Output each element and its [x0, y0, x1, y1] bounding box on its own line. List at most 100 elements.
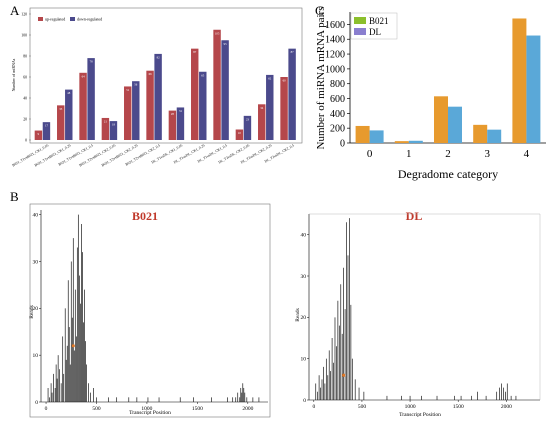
panel-a-bar: [176, 107, 185, 140]
b021-title: B021: [132, 209, 158, 223]
panel-a-bar: [258, 104, 266, 140]
panel-c-y-tick-label: 400: [330, 109, 345, 120]
panel-c-x-tick-label: 0: [367, 148, 373, 160]
b021-x-tick-label: 1500: [192, 406, 203, 412]
panel-a-y-tick-label: 40: [23, 96, 27, 100]
panel-a-bar: [109, 121, 118, 140]
dl-title: DL: [406, 209, 423, 223]
panel-c-x-tick-label: 3: [484, 148, 490, 160]
panel-c-bar: [526, 35, 541, 143]
panel-c-y-tick-label: 1600: [325, 20, 345, 31]
panel-a-y-tick-label: 60: [23, 75, 27, 79]
panel-letter-b: B: [10, 189, 19, 204]
panel-a-legend: up-regulated down-regulated: [38, 17, 102, 22]
b021-y-tick-label: 0: [35, 400, 38, 406]
panel-a-bar-value: 87: [193, 50, 197, 54]
panel-c-bar: [369, 130, 384, 143]
dl-x-tick-label: 1500: [453, 404, 464, 410]
b021-y-tick-label: 40: [33, 212, 39, 218]
panel-c-y-tick-label: 800: [330, 79, 345, 90]
panel-a-bar: [124, 86, 132, 140]
panel-a-y-tick-label: 80: [23, 54, 27, 58]
panel-a-bar: [168, 110, 177, 140]
panel-a-bar: [34, 130, 43, 140]
b021-y-tick-label: 30: [33, 259, 39, 265]
b021-x-tick-label: 2000: [242, 406, 253, 412]
panel-b-b021-chart: B021 Reads Transcript Position 0 10 20 30 40…: [29, 203, 271, 418]
panel-a-bar-value: 33: [59, 107, 63, 111]
dl-x-tick-label: 500: [358, 404, 367, 410]
b021-y-tick-label: 10: [33, 353, 39, 359]
b021-cleavage-marker: [71, 344, 75, 348]
panel-a-bar-value: 17: [45, 124, 49, 128]
panel-a-legend-label: down-regulated: [77, 17, 102, 22]
b021-y-tick-label: 20: [33, 306, 39, 312]
b021-x-axis-label: Transcript Position: [129, 410, 171, 416]
panel-a-bar: [87, 58, 95, 140]
panel-a-bar: [101, 117, 110, 140]
panel-a-bar-value: 62: [268, 76, 272, 80]
panel-a-legend-label: up-regulated: [45, 17, 65, 22]
panel-a-bar: [199, 71, 207, 140]
panel-c-bar: [487, 129, 502, 143]
panel-c-bar: [408, 140, 423, 143]
panel-c-bar: [473, 124, 488, 143]
panel-a-frame: [29, 7, 303, 144]
panel-a-bar-value: 18: [112, 123, 116, 127]
dl-y-tick-label: 10: [301, 356, 307, 362]
panel-a-bar: [132, 81, 140, 140]
panel-a-bar: [57, 105, 65, 140]
panel-a-y-tick-label: 20: [23, 117, 27, 121]
panel-a-bar-value: 64: [82, 74, 86, 78]
panel-a-bar-value: 65: [201, 73, 205, 77]
panel-a-legend-swatch: [70, 17, 75, 21]
panel-a-bar-value: 48: [67, 91, 71, 95]
panel-a-bar: [243, 115, 252, 140]
panel-a-y-axis-label: Number of miRNAs: [11, 58, 16, 91]
panel-c-bar: [434, 96, 448, 143]
panel-b-dl-chart: DL Reads Transcript Position 0 10 20 30 40 0 5…: [295, 209, 541, 418]
panel-a-bar: [280, 77, 288, 140]
panel-a-bar-value: 87: [291, 50, 295, 54]
panel-a-bar: [146, 70, 154, 140]
b021-y-axis-label: Reads: [29, 305, 35, 318]
panel-a-bar: [213, 29, 221, 140]
panel-c-legend-label: DL: [369, 27, 381, 37]
panel-c-bar-chart: Number of miRNA mRNA pairs Degradome cat…: [315, 7, 546, 181]
panel-c-y-tick-label: 600: [330, 94, 345, 105]
panel-c-legend-swatch: [354, 28, 366, 35]
dl-x-tick-label: 0: [312, 404, 315, 410]
dl-x-tick-label: 1000: [405, 404, 416, 410]
dl-x-tick-label: 2000: [501, 404, 512, 410]
panel-letter-c: C: [315, 3, 324, 18]
panel-a-bar-value: 95: [224, 42, 228, 46]
panel-c-y-tick-label: 1000: [325, 64, 345, 75]
dl-x-axis-label: Transcript Position: [399, 412, 441, 418]
dl-y-tick-label: 0: [303, 398, 306, 404]
panel-a-y-tick-label: 0: [25, 138, 27, 142]
panel-c-legend-swatch: [354, 17, 366, 24]
panel-a-y-tick-label: 100: [21, 33, 27, 37]
dl-y-tick-label: 40: [301, 232, 307, 238]
dl-y-axis-label: Reads: [295, 308, 301, 321]
panel-c-bar: [355, 125, 370, 143]
panel-a-bar-value: 34: [260, 106, 264, 110]
panel-a-bar-value: 21: [104, 119, 108, 123]
panel-a-bar: [235, 129, 244, 140]
panel-a-legend-swatch: [38, 17, 43, 21]
b021-x-tick-label: 500: [92, 406, 101, 412]
panel-c-y-tick-label: 0: [340, 139, 345, 150]
panel-a-x-tick-label: B021_T1vsB021_CK1_0.05: [12, 143, 50, 167]
panel-c-y-axis-label: Number of miRNA mRNA pairs: [315, 7, 327, 150]
panel-a-bar-value: 31: [179, 109, 183, 113]
panel-c-bar: [512, 18, 527, 143]
panel-c-x-tick-label: 2: [445, 148, 451, 160]
panel-a-bar-value: 105: [215, 31, 220, 35]
dl-cleavage-marker: [342, 373, 346, 377]
panel-a-bar-value: 23: [246, 117, 250, 121]
b021-x-tick-label: 1000: [141, 406, 152, 412]
panel-a-bar-chart: Number of miRNAs up-regulated down-regula…: [11, 7, 303, 167]
panel-letter-a: A: [10, 3, 20, 18]
